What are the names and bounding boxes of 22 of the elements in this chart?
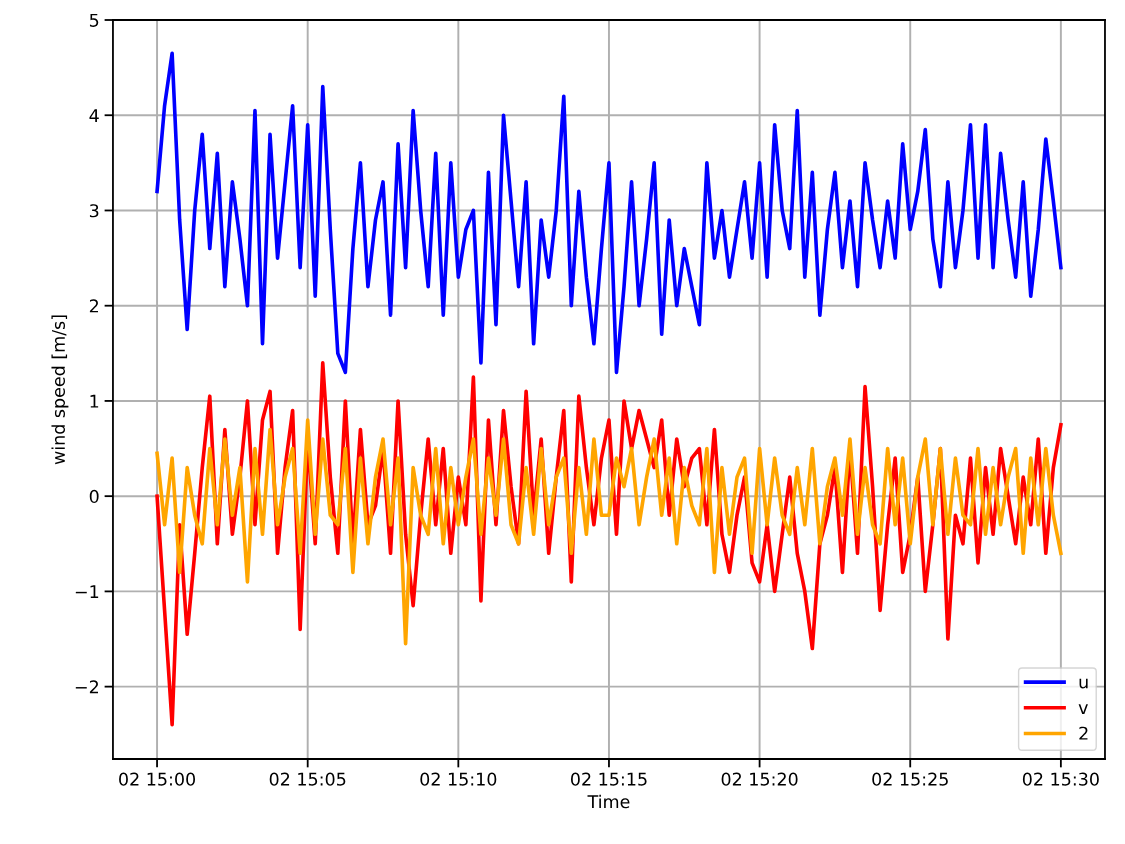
legend-label: 2 <box>1079 726 1088 740</box>
y-tick-label: 5 <box>89 13 99 27</box>
y-tick-label: −2 <box>75 680 98 694</box>
y-axis-title: wind speed [m/s] <box>51 315 69 465</box>
y-tick-label: 3 <box>89 204 99 218</box>
line-series <box>155 418 1063 646</box>
y-tick-label: 1 <box>90 394 99 408</box>
y-tick-label: 2 <box>89 299 98 313</box>
y-tick-label: 4 <box>89 109 99 122</box>
x-axis-title: Time <box>587 794 630 809</box>
x-tick-label: 02 15:30 <box>1022 772 1099 786</box>
x-tick-label: 02 15:25 <box>872 772 948 786</box>
legend-label: u <box>1079 678 1088 689</box>
x-tick-label: 02 15:05 <box>269 772 346 786</box>
y-tick-label: 0 <box>89 489 99 504</box>
x-tick-label: 02 15:20 <box>721 772 798 786</box>
legend-label: v <box>1078 704 1088 714</box>
x-tick-label: 02 15:15 <box>570 772 647 786</box>
x-tick-label: 02 15:10 <box>420 772 497 786</box>
x-tick-label: 02 15:00 <box>119 772 196 786</box>
y-tick-label: −1 <box>75 585 99 599</box>
line-series <box>155 51 1063 375</box>
